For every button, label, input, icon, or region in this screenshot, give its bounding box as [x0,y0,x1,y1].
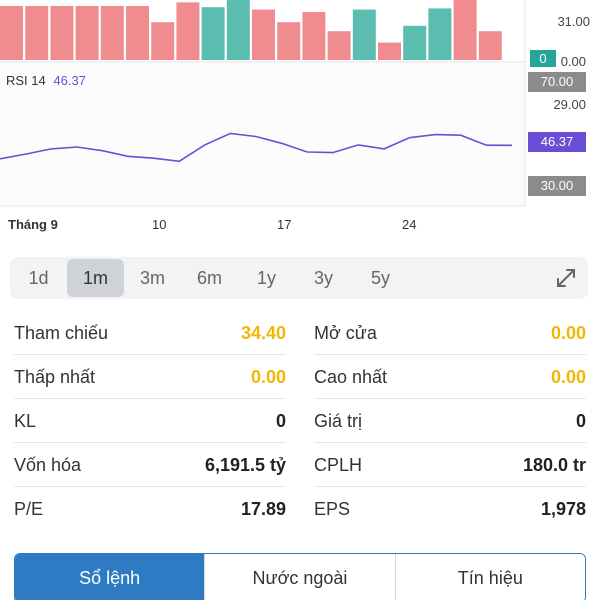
stats-row: Thấp nhất 0.00 Cao nhất 0.00 [14,356,590,400]
range-button-1y[interactable]: 1y [256,267,276,288]
expand-icon[interactable] [554,266,578,290]
stat-label: Thấp nhất [14,366,96,387]
volume-bar [100,6,124,60]
volume-bar [0,6,23,60]
volume-bar [428,8,452,60]
stat-value: 0.00 [550,366,586,387]
rsi-current-badge: 46.37 [528,132,586,152]
chart-canvas[interactable] [0,0,600,240]
stat-shares-outstanding: CPLH 180.0 tr [314,444,586,487]
stats-row: KL 0 Giá trị 0 [14,400,590,444]
volume-bar [352,9,376,61]
bottom-tab-bar: Sổ lệnh Nước ngoài Tín hiệu [14,553,586,600]
stat-label: Giá trị [314,410,363,431]
stat-pe: P/E 17.89 [14,488,286,531]
x-axis-tick: 10 [152,217,167,232]
stat-label: Tham chiếu [14,322,109,343]
stat-value: 0 [575,410,586,431]
volume-current-badge: 0 [530,50,556,67]
stats-row: Tham chiếu 34.40 Mở cửa 0.00 [14,312,590,356]
stat-value: 0.00 [550,322,586,343]
rsi-value: 46.37 [53,73,86,88]
rsi-upper-level-badge: 70.00 [528,72,586,92]
volume-bar [378,42,401,60]
time-range-selector: 1d 1m 3m 6m 1y 3y 5y [10,257,588,299]
x-axis-tick: 17 [277,217,292,232]
volume-bar [403,25,427,60]
volume-bar [201,7,225,60]
stat-label: KL [14,410,37,431]
price-chart-area[interactable]: 31.00 0 0.00 RSI 14 46.37 70.00 29.00 46… [0,0,600,240]
tab-order-book[interactable]: Sổ lệnh [15,554,205,600]
rsi-label: RSI 14 [6,73,46,88]
volume-axis-zero-label: 0.00 [560,54,586,69]
volume-bar [252,9,275,61]
rsi-indicator-title[interactable]: RSI 14 46.37 [6,73,86,88]
stat-label: CPLH [314,454,363,475]
stat-reference: Tham chiếu 34.40 [14,312,286,355]
volume-axis-top-label: 31.00 [557,14,590,29]
volume-bar [327,31,351,60]
volume-bar [478,31,502,60]
rsi-axis-label: 29.00 [553,97,586,112]
volume-bar [126,6,149,60]
stat-label: Vốn hóa [14,454,82,475]
tab-signals[interactable]: Tín hiệu [394,554,585,600]
stat-label: Cao nhất [314,366,388,387]
range-button-3y[interactable]: 3y [313,267,333,288]
volume-bar [50,6,74,60]
stat-value: 0.00 [250,366,286,387]
stat-low: Thấp nhất 0.00 [14,356,286,399]
volume-bar [226,0,250,60]
stat-label: P/E [14,499,44,519]
volume-bar [453,0,477,60]
volume-bar [176,2,200,60]
range-button-5y[interactable]: 5y [370,267,390,288]
range-button-3m[interactable]: 3m [139,267,165,288]
tab-foreign[interactable]: Nước ngoài [204,554,395,600]
stats-row: Vốn hóa 6,191.5 tỷ CPLH 180.0 tr [14,444,590,488]
stat-value-traded: Giá trị 0 [314,400,586,443]
x-axis-tick: 24 [402,217,417,232]
stat-value: 1,978 [540,499,586,519]
stat-label: Mở cửa [314,322,377,343]
rsi-lower-level-badge: 30.00 [528,176,586,196]
stat-value: 34.40 [240,322,286,343]
stat-market-cap: Vốn hóa 6,191.5 tỷ [14,444,286,487]
stat-volume: KL 0 [14,400,286,443]
stats-row: P/E 17.89 EPS 1,978 [14,488,590,532]
range-button-1d[interactable]: 1d [28,267,49,288]
stat-value: 0 [275,410,286,431]
x-axis-tick: Tháng 9 [8,217,58,232]
stat-label: EPS [314,499,351,519]
stat-value: 17.89 [240,499,286,519]
stat-high: Cao nhất 0.00 [314,356,586,399]
volume-bar [75,6,99,60]
volume-bar [302,12,326,60]
rsi-line [0,132,513,163]
range-button-1m[interactable]: 1m [67,259,124,297]
volume-bar [151,22,175,60]
stat-value: 6,191.5 tỷ [204,454,286,475]
volume-bar [25,6,49,60]
volume-bar [277,22,301,60]
range-button-6m[interactable]: 6m [196,267,222,288]
stat-eps: EPS 1,978 [314,488,586,531]
stock-stats-table: Tham chiếu 34.40 Mở cửa 0.00 Thấp nhất 0… [14,312,590,532]
stat-open: Mở cửa 0.00 [314,312,586,355]
stat-value: 180.0 tr [522,454,586,475]
